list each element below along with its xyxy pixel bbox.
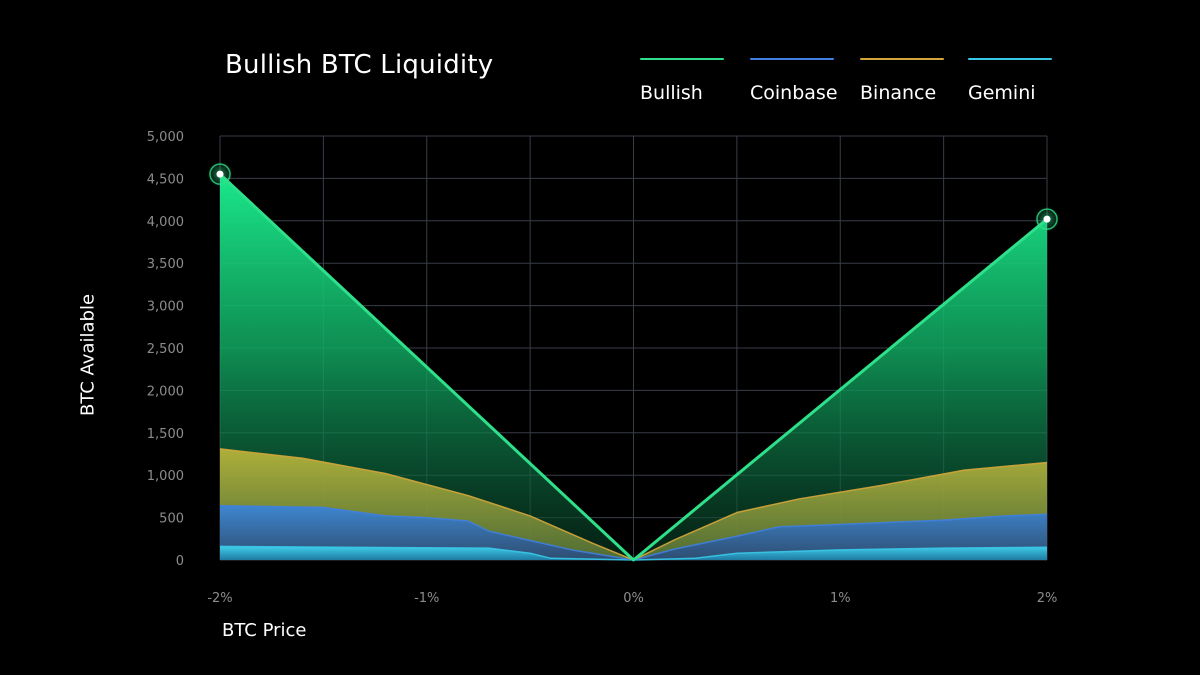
legend-label-binance: Binance	[860, 82, 937, 104]
line-bullish	[218, 173, 1048, 562]
legend-label-coinbase: Coinbase	[750, 82, 838, 104]
marker-dot	[216, 170, 224, 178]
area-coinbase	[220, 505, 1047, 560]
marker-ring	[209, 163, 231, 185]
y-tick-label: 0	[176, 554, 184, 569]
marker-dot	[1043, 215, 1051, 223]
y-axis-label: BTC Available	[77, 293, 99, 417]
y-tick-label: 4,500	[147, 172, 184, 187]
series-markers	[207, 161, 1060, 233]
series-lines	[218, 173, 1048, 562]
x-tick-label: -2%	[207, 591, 232, 606]
y-tick-label: 1,000	[147, 469, 184, 484]
legend-item-bullish: Bullish	[640, 58, 724, 104]
y-axis-ticks: 0 500 1,000 1,500 2,000 2,500 3,000 3,500 4,000 4…	[147, 130, 184, 569]
y-tick-label: 4,000	[147, 215, 184, 230]
legend-item-binance: Binance	[860, 58, 944, 104]
x-tick-label: 1%	[830, 591, 851, 606]
y-tick-label: 5,000	[147, 130, 184, 145]
legend-swatch-binance	[860, 58, 944, 60]
legend-item-coinbase: Coinbase	[750, 58, 838, 104]
marker-ring	[1036, 208, 1058, 230]
legend-item-gemini: Gemini	[968, 58, 1052, 104]
legend-swatch-coinbase	[750, 58, 834, 60]
x-tick-label: 0%	[623, 591, 644, 606]
area-bullish	[220, 174, 1047, 560]
legend-swatch-bullish	[640, 58, 724, 60]
chart-title: Bullish BTC Liquidity	[225, 50, 494, 80]
y-tick-label: 3,500	[147, 257, 184, 272]
legend: Bullish Coinbase Binance Gemini	[0, 58, 1200, 118]
x-tick-label: 2%	[1037, 591, 1058, 606]
legend-label-bullish: Bullish	[640, 82, 703, 104]
y-tick-label: 1,500	[147, 427, 184, 442]
y-tick-label: 2,000	[147, 384, 184, 399]
y-tick-label: 3,000	[147, 300, 184, 315]
legend-swatch-gemini	[968, 58, 1052, 60]
x-axis-label: BTC Price	[222, 620, 307, 641]
x-tick-label: -1%	[414, 591, 439, 606]
x-axis-ticks: -2% -1% 0% 1% 2%	[207, 591, 1057, 606]
legend-label-gemini: Gemini	[968, 82, 1036, 104]
y-tick-label: 500	[159, 512, 184, 527]
y-tick-label: 2,500	[147, 342, 184, 357]
series-areas	[220, 174, 1047, 560]
